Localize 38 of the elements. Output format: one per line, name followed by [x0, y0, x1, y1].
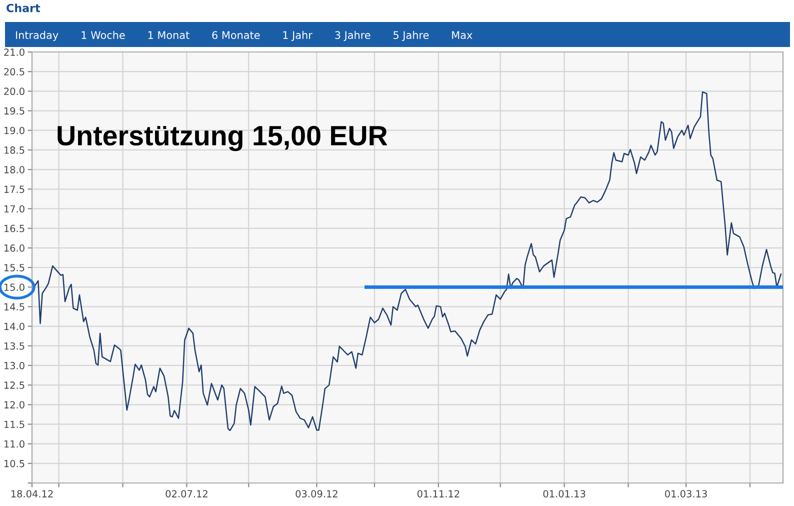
y-tick-label: 16.0 — [4, 244, 24, 252]
text: 6 Monate — [212, 31, 260, 40]
text: 1 Woche — [82, 30, 125, 40]
y-tick-label: 12.5 — [4, 382, 24, 389]
y-tick-label: 15.5 — [4, 264, 24, 272]
y-tick-label: 10.5 — [4, 460, 24, 468]
text: 5 Jahre — [394, 30, 429, 41]
y-tick-label: 14.5 — [4, 303, 24, 311]
y-tick-label: 16.5 — [4, 224, 24, 232]
chart-title: Chart — [6, 4, 40, 12]
text: Intraday — [16, 30, 58, 42]
y-tick-label: 20.0 — [4, 88, 24, 96]
y-tick-label: 15.0 — [4, 284, 24, 291]
text: 1 Jahr — [283, 30, 312, 41]
text: Max — [452, 31, 472, 40]
y-tick-label: 11.5 — [4, 420, 24, 428]
y-tick-label: 19.0 — [4, 126, 24, 134]
y-tick-label: 17.5 — [4, 186, 24, 193]
y-tick-label: 14.0 — [4, 322, 24, 330]
y-tick-label: 21.0 — [4, 48, 24, 56]
y-tick-label: 12.0 — [4, 401, 24, 408]
x-tick-label: 01.03.13 — [665, 490, 707, 498]
text: 3 Jahre — [335, 30, 370, 41]
y-tick-label: 18.0 — [4, 166, 24, 174]
x-tick-label: 01.11.12 — [417, 490, 460, 498]
x-tick-label: 01.01.13 — [543, 490, 586, 498]
y-tick-label: 19.5 — [4, 107, 24, 115]
y-tick-label: 17.0 — [4, 205, 24, 213]
x-tick-label: 02.07.12 — [166, 490, 208, 498]
y-tick-label: 13.0 — [4, 362, 24, 370]
y-tick-label: 13.5 — [4, 342, 24, 350]
x-tick-label: 03.09.12 — [296, 490, 338, 498]
annotation: Unterstützung 15,00 EUR — [58, 126, 388, 152]
text: 1 Monat — [148, 31, 190, 40]
y-tick-label: 11.0 — [4, 440, 24, 448]
y-tick-label: 18.5 — [4, 146, 24, 154]
y-tick-label: 20.5 — [4, 68, 24, 76]
x-tick-label: 18.04.12 — [11, 490, 53, 498]
